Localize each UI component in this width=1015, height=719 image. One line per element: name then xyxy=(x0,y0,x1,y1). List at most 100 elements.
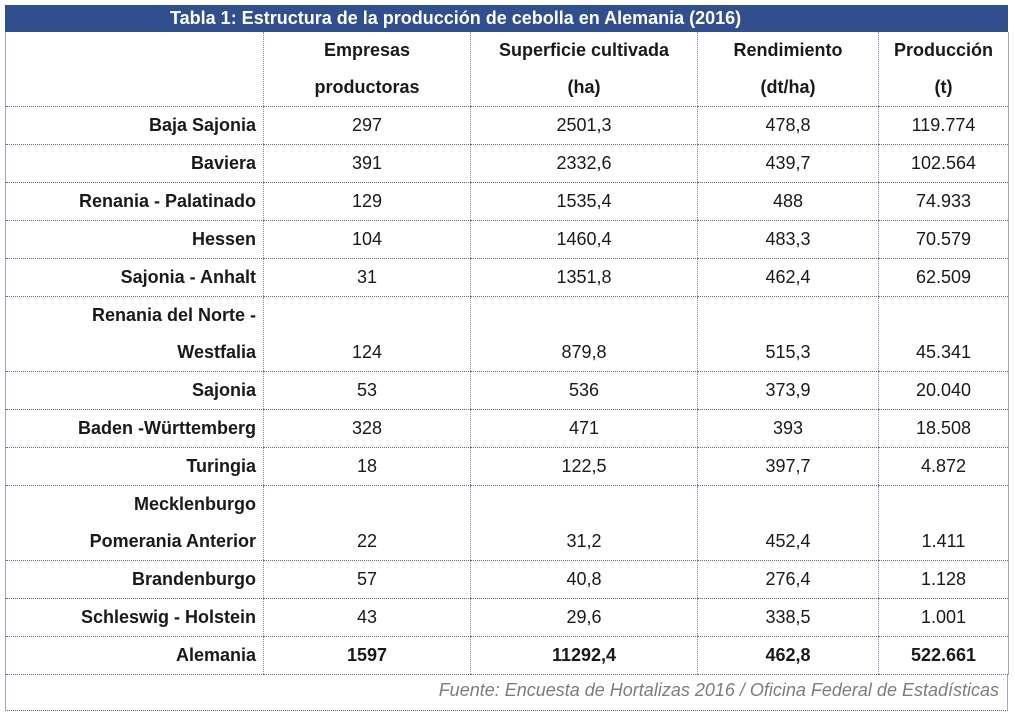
produccion-cell: 62.509 xyxy=(878,258,1009,297)
region-label: Sajonia - Anhalt xyxy=(5,258,264,297)
header-rendimiento-line1: Rendimiento xyxy=(733,40,843,60)
table-container: Tabla 1: Estructura de la producción de … xyxy=(5,5,1009,711)
rendimiento-cell: 393 xyxy=(697,409,879,448)
header-superficie-line1: Superficie cultivada xyxy=(498,40,670,60)
superficie-cell: 471 xyxy=(470,409,698,448)
header-rendimiento-line2: (dt/ha) xyxy=(760,77,816,97)
produccion-cell: 18.508 xyxy=(878,409,1009,448)
table-row: Sajonia 53 536 373,9 20.040 xyxy=(5,371,1009,410)
region-label: Mecklenburgo Pomerania Anterior xyxy=(5,485,264,561)
region-label: Renania - Palatinado xyxy=(5,182,264,221)
empresas-cell: 124 xyxy=(263,296,471,372)
table-row: Baden -Württemberg 328 471 393 18.508 xyxy=(5,409,1009,448)
source-footnote: Fuente: Encuesta de Hortalizas 2016 / Of… xyxy=(5,675,1008,711)
region-label: Renania del Norte - Westfalia xyxy=(5,296,264,372)
total-produccion: 522.661 xyxy=(878,636,1009,675)
empresas-cell: 43 xyxy=(263,598,471,637)
superficie-cell: 879,8 xyxy=(470,296,698,372)
produccion-cell: 45.341 xyxy=(878,296,1009,372)
header-empresas-line2: productoras xyxy=(314,77,420,97)
empresas-cell: 391 xyxy=(263,144,471,183)
produccion-cell: 102.564 xyxy=(878,144,1009,183)
table-row: Renania del Norte - Westfalia 124 879,8 … xyxy=(5,296,1009,372)
region-label: Hessen xyxy=(5,220,264,259)
produccion-cell: 1.411 xyxy=(878,485,1009,561)
table-row: Renania - Palatinado 129 1535,4 488 74.9… xyxy=(5,182,1009,221)
rendimiento-cell: 483,3 xyxy=(697,220,879,259)
table-row: Baviera 391 2332,6 439,7 102.564 xyxy=(5,144,1009,183)
region-label-line1: Mecklenburgo xyxy=(133,494,256,514)
superficie-cell: 122,5 xyxy=(470,447,698,486)
header-produccion-line2: (t) xyxy=(934,77,953,97)
superficie-cell: 29,6 xyxy=(470,598,698,637)
produccion-cell: 1.128 xyxy=(878,560,1009,599)
region-label: Schleswig - Holstein xyxy=(5,598,264,637)
empresas-cell: 18 xyxy=(263,447,471,486)
region-label-line1: Renania del Norte - xyxy=(91,305,256,325)
produccion-cell: 70.579 xyxy=(878,220,1009,259)
production-table: Empresas productoras Superficie cultivad… xyxy=(5,32,1009,675)
total-label: Alemania xyxy=(5,636,264,675)
empresas-cell: 328 xyxy=(263,409,471,448)
header-rendimiento: Rendimiento (dt/ha) xyxy=(697,32,879,107)
header-empresas-line1: Empresas xyxy=(323,40,411,60)
total-rendimiento: 462,8 xyxy=(697,636,879,675)
superficie-cell: 31,2 xyxy=(470,485,698,561)
total-empresas: 1597 xyxy=(263,636,471,675)
header-produccion: Producción (t) xyxy=(878,32,1009,107)
header-superficie-line2: (ha) xyxy=(567,77,601,97)
table-title: Tabla 1: Estructura de la producción de … xyxy=(5,5,1008,32)
superficie-cell: 1351,8 xyxy=(470,258,698,297)
region-label-line2: Pomerania Anterior xyxy=(89,531,256,551)
region-label: Baviera xyxy=(5,144,264,183)
table-row: Brandenburgo 57 40,8 276,4 1.128 xyxy=(5,560,1009,599)
total-superficie: 11292,4 xyxy=(470,636,698,675)
superficie-cell: 40,8 xyxy=(470,560,698,599)
empresas-cell: 22 xyxy=(263,485,471,561)
table-row: Baja Sajonia 297 2501,3 478,8 119.774 xyxy=(5,106,1009,145)
table-row: Turingia 18 122,5 397,7 4.872 xyxy=(5,447,1009,486)
header-region xyxy=(5,32,264,107)
produccion-cell: 4.872 xyxy=(878,447,1009,486)
rendimiento-cell: 338,5 xyxy=(697,598,879,637)
rendimiento-cell: 373,9 xyxy=(697,371,879,410)
empresas-cell: 104 xyxy=(263,220,471,259)
superficie-cell: 2332,6 xyxy=(470,144,698,183)
produccion-cell: 119.774 xyxy=(878,106,1009,145)
empresas-cell: 31 xyxy=(263,258,471,297)
produccion-cell: 20.040 xyxy=(878,371,1009,410)
superficie-cell: 1460,4 xyxy=(470,220,698,259)
region-label: Brandenburgo xyxy=(5,560,264,599)
produccion-cell: 74.933 xyxy=(878,182,1009,221)
region-label: Turingia xyxy=(5,447,264,486)
produccion-cell: 1.001 xyxy=(878,598,1009,637)
header-empresas: Empresas productoras xyxy=(263,32,471,107)
rendimiento-cell: 439,7 xyxy=(697,144,879,183)
table-row: Schleswig - Holstein 43 29,6 338,5 1.001 xyxy=(5,598,1009,637)
region-label: Baden -Württemberg xyxy=(5,409,264,448)
superficie-cell: 1535,4 xyxy=(470,182,698,221)
rendimiento-cell: 276,4 xyxy=(697,560,879,599)
header-row: Empresas productoras Superficie cultivad… xyxy=(5,32,1009,107)
rendimiento-cell: 478,8 xyxy=(697,106,879,145)
header-produccion-line1: Producción xyxy=(893,40,993,60)
rendimiento-cell: 462,4 xyxy=(697,258,879,297)
rendimiento-cell: 488 xyxy=(697,182,879,221)
table-row: Sajonia - Anhalt 31 1351,8 462,4 62.509 xyxy=(5,258,1009,297)
empresas-cell: 57 xyxy=(263,560,471,599)
empresas-cell: 129 xyxy=(263,182,471,221)
region-label: Baja Sajonia xyxy=(5,106,264,145)
region-label-line2: Westfalia xyxy=(177,342,256,362)
empresas-cell: 53 xyxy=(263,371,471,410)
total-row: Alemania 1597 11292,4 462,8 522.661 xyxy=(5,636,1009,675)
rendimiento-cell: 397,7 xyxy=(697,447,879,486)
superficie-cell: 2501,3 xyxy=(470,106,698,145)
region-label: Sajonia xyxy=(5,371,264,410)
superficie-cell: 536 xyxy=(470,371,698,410)
table-row: Mecklenburgo Pomerania Anterior 22 31,2 … xyxy=(5,485,1009,561)
rendimiento-cell: 452,4 xyxy=(697,485,879,561)
table-row: Hessen 104 1460,4 483,3 70.579 xyxy=(5,220,1009,259)
empresas-cell: 297 xyxy=(263,106,471,145)
rendimiento-cell: 515,3 xyxy=(697,296,879,372)
header-superficie: Superficie cultivada (ha) xyxy=(470,32,698,107)
